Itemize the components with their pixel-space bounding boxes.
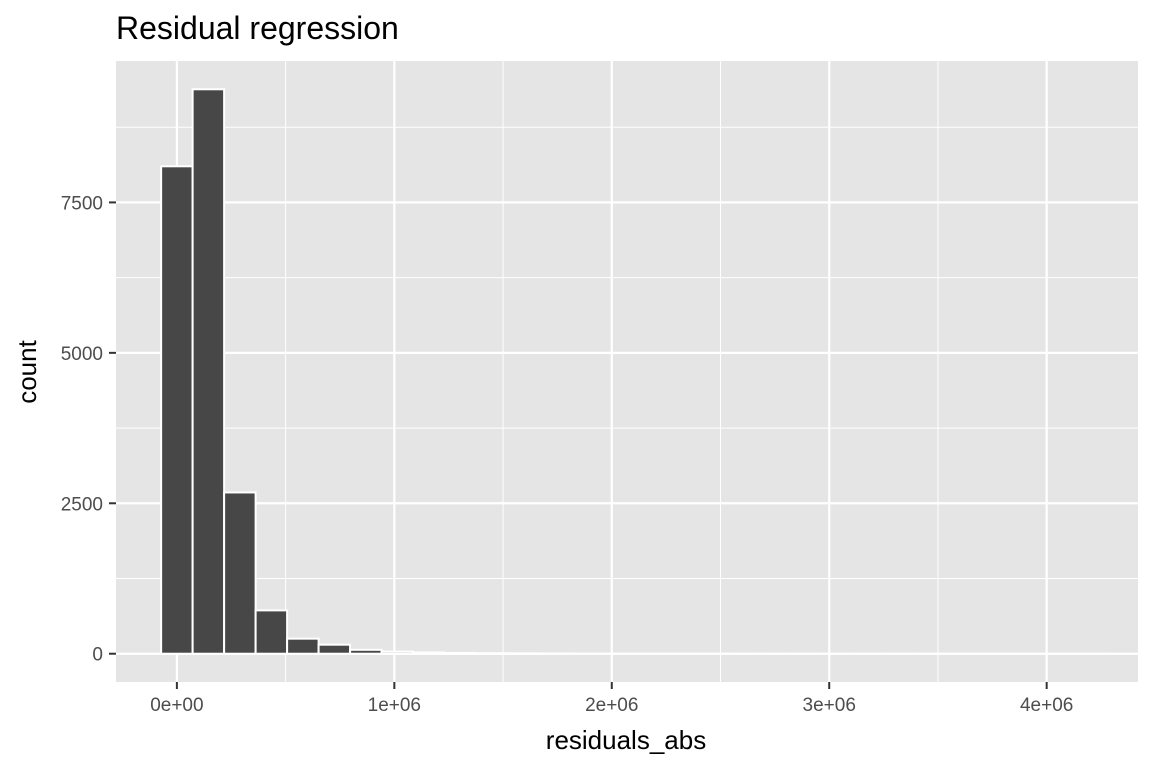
histogram-bar bbox=[191, 88, 226, 655]
histogram-bar bbox=[160, 165, 194, 655]
minor-gridlines bbox=[116, 61, 1138, 682]
histogram-bar bbox=[443, 651, 478, 655]
histogram-bar bbox=[349, 648, 383, 655]
histogram-bar bbox=[412, 651, 446, 655]
histogram-bar bbox=[317, 643, 352, 655]
y-tick-label: 2500 bbox=[61, 494, 103, 515]
y-tick-label: 5000 bbox=[61, 344, 103, 365]
y-tick-label: 7500 bbox=[61, 193, 103, 214]
histogram-bar bbox=[380, 650, 415, 655]
histogram-bar bbox=[223, 491, 257, 655]
y-tick-label: 0 bbox=[92, 645, 103, 666]
x-tick-label: 2e+06 bbox=[585, 695, 638, 716]
y-axis-title: count bbox=[12, 339, 42, 403]
x-tick-label: 3e+06 bbox=[803, 695, 856, 716]
plot-panel bbox=[116, 61, 1138, 682]
y-axis: 0 2500 5000 7500 bbox=[61, 193, 116, 666]
x-tick-label: 0e+00 bbox=[150, 695, 203, 716]
x-axis-title: residuals_abs bbox=[546, 725, 706, 755]
x-axis: 0e+00 1e+06 2e+06 3e+06 4e+06 bbox=[150, 682, 1073, 716]
x-tick-label: 4e+06 bbox=[1020, 695, 1073, 716]
x-tick-label: 1e+06 bbox=[368, 695, 421, 716]
histogram-bars bbox=[160, 88, 1107, 655]
chart-title: Residual regression bbox=[116, 10, 399, 46]
histogram-bar bbox=[286, 637, 320, 655]
histogram-bar bbox=[254, 609, 289, 655]
